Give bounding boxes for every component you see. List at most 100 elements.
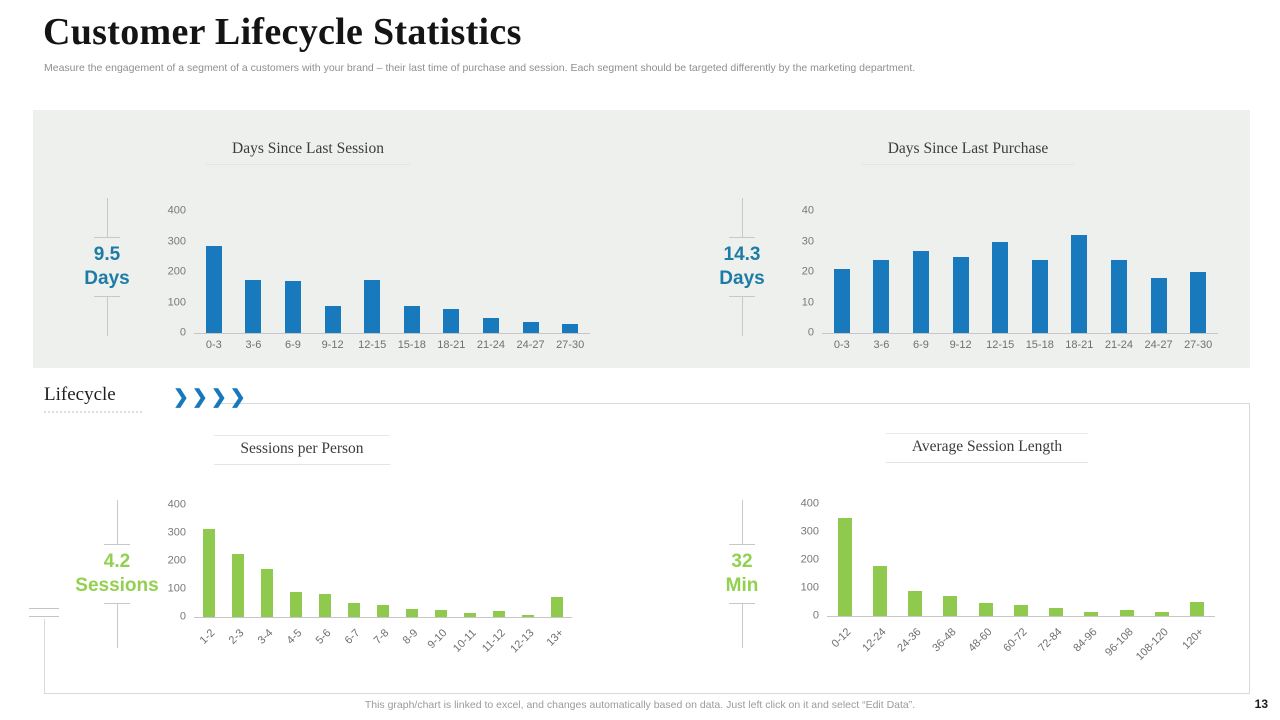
bar-column <box>234 211 274 333</box>
y-tick-label: 400 <box>800 497 819 510</box>
y-tick-label: 0 <box>807 326 814 339</box>
bar-column <box>194 505 223 617</box>
bar <box>1155 611 1170 616</box>
bar <box>1150 278 1167 333</box>
x-category-label: 60-72 <box>1001 626 1030 655</box>
bar-column <box>898 504 933 616</box>
bar <box>943 596 958 616</box>
bar-column <box>471 211 511 333</box>
bar <box>522 614 535 617</box>
x-category-label: 72-84 <box>1036 626 1065 655</box>
plot-area <box>822 211 1218 334</box>
bar-column <box>273 211 313 333</box>
bar <box>443 308 460 333</box>
stat-tick <box>729 237 755 238</box>
chart-days-since-last-purchase[interactable]: 0 10 20 30 40 0-3 3-6 6-9 9-12 12-15 15-18 18-21 21… <box>778 205 1218 351</box>
x-category-label: 12-24 <box>860 626 889 655</box>
chart-title-days-since-last-session: Days Since Last Session <box>158 136 458 165</box>
bar <box>245 279 262 333</box>
page-title: Customer Lifecycle Statistics <box>43 11 522 53</box>
x-category-label: 0-3 <box>833 339 850 351</box>
bar <box>872 565 887 616</box>
x-category-label: 9-12 <box>949 339 972 351</box>
bar-column <box>398 505 427 617</box>
y-axis: 0 100 200 300 400 <box>150 205 186 339</box>
page-number: 13 <box>1254 697 1268 711</box>
chevrons-icon: ❯❯❯❯ <box>173 387 249 408</box>
bar <box>377 605 389 617</box>
chart-average-session-length[interactable]: 0 100 200 300 400 0-12 12-24 24-36 36-48 48-60 60… <box>783 498 1215 669</box>
x-axis: 0-12 12-24 24-36 36-48 48-60 60-72 72-84 84-96 9… <box>827 617 1215 669</box>
x-category-label: 36-48 <box>930 626 959 655</box>
bar <box>435 610 448 617</box>
bar <box>837 518 852 616</box>
bar <box>403 305 420 333</box>
x-category-label: 2-3 <box>226 627 247 647</box>
chart-title-average-session-length: Average Session Length <box>837 433 1137 463</box>
stat-line-top <box>741 198 743 237</box>
bar <box>482 317 499 333</box>
bar-column <box>941 211 981 333</box>
bar <box>912 250 929 333</box>
x-category-label: 24-27 <box>1144 339 1173 351</box>
bar-column <box>822 211 862 333</box>
chart-days-since-last-session[interactable]: 0 100 200 300 400 0-3 3-6 6-9 9-12 12-15 15-18 18-… <box>150 205 590 351</box>
stat-sessions-per-person: 4.2 Sessions <box>67 500 167 648</box>
bar-column <box>1039 504 1074 616</box>
section-label-lifecycle: Lifecycle <box>44 384 142 413</box>
bar-column <box>968 504 1003 616</box>
bar-column <box>1139 211 1179 333</box>
bar-column <box>352 211 392 333</box>
bar-column <box>1180 504 1215 616</box>
bar-column <box>901 211 941 333</box>
chart-title-sessions-per-person: Sessions per Person <box>152 435 452 465</box>
bar-column <box>456 505 485 617</box>
x-category-label: 15-18 <box>397 339 426 351</box>
x-category-label: 4-5 <box>284 627 305 647</box>
bar <box>952 256 969 333</box>
x-category-label: 5-6 <box>313 627 334 647</box>
bar <box>562 323 579 333</box>
stat-tick <box>94 296 120 297</box>
stat-tick <box>729 296 755 297</box>
bar <box>289 591 302 617</box>
y-tick-label: 100 <box>167 582 186 595</box>
y-tick-label: 20 <box>801 265 814 278</box>
bar-column <box>223 505 252 617</box>
x-category-label: 18-21 <box>437 339 466 351</box>
y-axis: 0 100 200 300 400 <box>783 498 819 622</box>
bar <box>318 594 331 617</box>
bar-column <box>862 211 902 333</box>
bar-column <box>432 211 472 333</box>
chart-sessions-per-person[interactable]: 0 100 200 300 400 1-2 2-3 3-4 4-5 5-6 6-7 7-8 8-9 9-… <box>150 499 572 670</box>
stat-days-since-last-purchase: 14.3 Days <box>692 198 792 336</box>
stat-line-bottom <box>116 604 118 648</box>
bar <box>464 612 477 617</box>
x-category-label: 96-108 <box>1102 626 1136 659</box>
x-category-label: 15-18 <box>1025 339 1054 351</box>
x-axis: 0-3 3-6 6-9 9-12 12-15 15-18 18-21 21-24 24-27 27… <box>822 334 1218 351</box>
x-category-label: 13+ <box>544 627 566 649</box>
bar-column <box>194 211 234 333</box>
bar <box>873 259 890 333</box>
stat-line-top <box>106 198 108 237</box>
stat-tick <box>729 544 755 545</box>
bar <box>205 246 222 333</box>
stat-line-top <box>116 500 118 544</box>
y-axis: 0 100 200 300 400 <box>150 499 186 623</box>
bar <box>493 610 506 617</box>
y-tick-label: 10 <box>801 296 814 308</box>
bar-column <box>1003 504 1038 616</box>
footer-note: This graph/chart is linked to excel, and… <box>364 699 916 711</box>
y-tick-label: 200 <box>167 265 186 278</box>
bar-column <box>827 504 862 616</box>
bar <box>1049 607 1064 616</box>
bar-column <box>514 505 543 617</box>
y-tick-label: 400 <box>167 498 186 511</box>
x-category-label: 27-30 <box>1184 339 1213 351</box>
x-category-label: 6-9 <box>913 339 929 351</box>
bar <box>1119 610 1134 616</box>
x-category-label: 84-96 <box>1071 626 1100 655</box>
bar <box>231 554 244 617</box>
y-axis: 0 10 20 30 40 <box>778 205 814 339</box>
